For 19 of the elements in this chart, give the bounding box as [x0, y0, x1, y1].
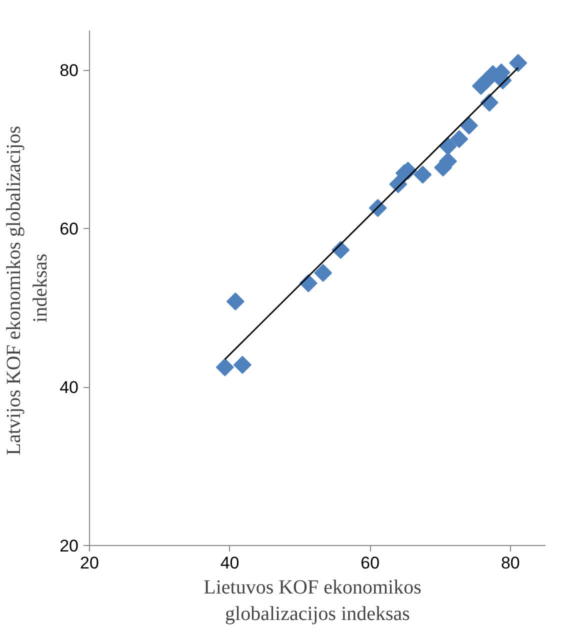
point [414, 166, 432, 184]
point [439, 137, 457, 156]
point [314, 264, 332, 282]
y-tick-label: 20 [60, 536, 79, 556]
x-tick-label: 20 [80, 554, 99, 572]
y-axis-title: Latvijos KOF ekonomikos globalizacijos indeksas [3, 126, 52, 456]
point [233, 356, 252, 374]
y-tick-label: 80 [60, 61, 79, 80]
x-tick-label: 60 [360, 554, 380, 572]
x-axis-title: Lietuvos KOF ekonomikos globalizacijos indeksas [204, 576, 422, 625]
point [509, 54, 528, 72]
x-tick-label: 80 [500, 554, 520, 572]
point [216, 358, 234, 376]
point [450, 130, 468, 148]
y-tick-label: 40 [60, 378, 79, 398]
point [226, 292, 244, 310]
x-tick-label: 40 [220, 554, 240, 572]
point [460, 116, 478, 135]
y-tick-label: 60 [60, 220, 79, 239]
